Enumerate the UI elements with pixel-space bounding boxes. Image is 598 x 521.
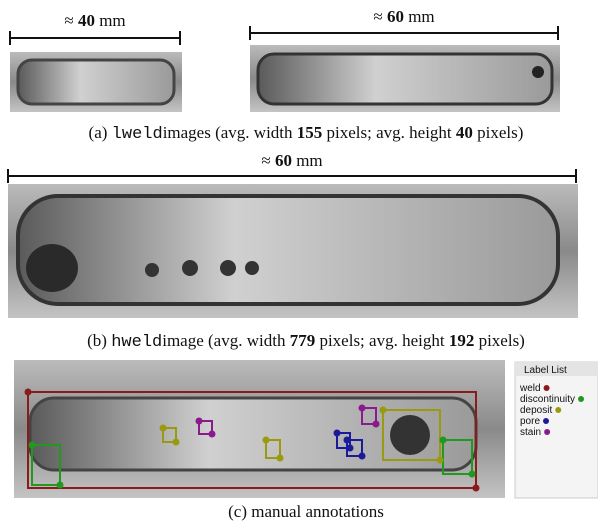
scale-bar [10, 31, 180, 45]
label-color [544, 429, 550, 435]
label-item[interactable]: discontinuity [520, 394, 575, 405]
box-handle [359, 405, 366, 412]
box-handle [373, 421, 380, 428]
label-color [544, 385, 550, 391]
scale-bar [250, 26, 558, 40]
box-handle [359, 453, 366, 460]
label-color [578, 396, 584, 402]
annotated-image [14, 360, 505, 498]
label-item[interactable]: stain [520, 427, 541, 438]
box-handle [334, 430, 341, 437]
box-handle [263, 437, 270, 444]
caption: (b) hweldimage (avg. width 779 pixels; a… [87, 331, 525, 352]
weld-image [10, 52, 182, 112]
label-item[interactable]: deposit [520, 405, 552, 416]
box-handle [469, 471, 476, 478]
box-handle [29, 442, 36, 449]
label-list-title: Label List [524, 365, 567, 376]
label-color [543, 418, 549, 424]
box-handle [347, 445, 354, 452]
figure: ≈ 40 mm ≈ 60 mm (a) lweldimages (avg. wi… [0, 0, 598, 521]
box-handle [160, 425, 167, 432]
box-handle [57, 482, 64, 489]
caption: (a) lweldimages (avg. width 155 pixels; … [89, 123, 524, 144]
label-color [555, 407, 561, 413]
weld-image [8, 184, 578, 318]
label-item[interactable]: pore [520, 416, 540, 427]
box-handle [173, 439, 180, 446]
scale-label: ≈ 60 mm [261, 151, 322, 170]
scale-bar [8, 169, 576, 183]
scale-label: ≈ 40 mm [64, 11, 125, 30]
box-handle [277, 455, 284, 462]
box-handle [473, 485, 480, 492]
weld-image [250, 45, 560, 112]
box-handle [344, 437, 351, 444]
box-handle [209, 431, 216, 438]
box-handle [440, 437, 447, 444]
box-handle [196, 418, 203, 425]
scale-label: ≈ 60 mm [373, 7, 434, 26]
box-handle [437, 457, 444, 464]
box-handle [380, 407, 387, 414]
label-item[interactable]: weld [519, 383, 541, 394]
caption: (c) manual annotations [228, 502, 384, 521]
box-handle [25, 389, 32, 396]
